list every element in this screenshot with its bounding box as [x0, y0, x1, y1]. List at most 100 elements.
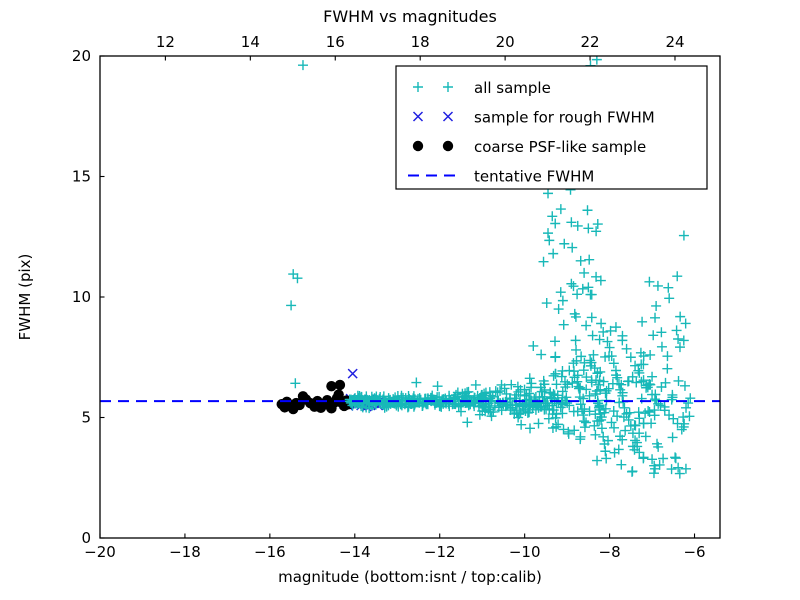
plus-icon — [571, 344, 582, 355]
plus-icon — [593, 379, 604, 390]
plus-icon — [678, 335, 689, 346]
plus-icon — [674, 342, 685, 353]
plus-icon — [578, 410, 589, 421]
plus-icon — [680, 463, 691, 474]
plus-icon — [616, 459, 627, 470]
plus-icon — [556, 397, 567, 408]
plus-icon — [602, 336, 613, 347]
plus-icon — [635, 347, 646, 358]
plus-icon — [631, 377, 642, 388]
x-top-tick-label: 24 — [665, 33, 684, 51]
legend-entry[interactable]: all sample — [413, 79, 551, 97]
plus-icon — [683, 398, 694, 409]
plus-icon — [555, 204, 566, 215]
plus-icon — [586, 289, 597, 300]
plus-icon — [621, 343, 632, 354]
plus-icon — [512, 381, 523, 392]
plus-icon — [455, 406, 466, 417]
plus-icon — [566, 217, 577, 228]
plus-icon — [624, 407, 635, 418]
plus-icon — [581, 320, 592, 331]
plus-icon — [379, 402, 390, 413]
plus-icon — [588, 349, 599, 360]
plus-icon — [569, 425, 580, 436]
plus-icon — [561, 392, 572, 403]
plus-icon — [559, 238, 570, 249]
plus-icon — [562, 379, 573, 390]
legend[interactable]: all sample sample for rough FWHM coarse PS… — [395, 65, 708, 190]
plus-icon — [361, 394, 372, 405]
plus-icon — [601, 385, 612, 396]
plus-icon — [346, 394, 357, 405]
plus-icon — [656, 381, 667, 392]
plus-icon — [555, 287, 566, 298]
x-tick-label: −6 — [683, 543, 705, 561]
plus-icon — [499, 383, 510, 394]
plus-icon — [658, 453, 669, 464]
plus-icon — [551, 379, 562, 390]
plus-icon — [594, 415, 605, 426]
plus-icon — [516, 419, 527, 430]
plus-icon — [568, 366, 579, 377]
x-tick-label: −20 — [84, 543, 116, 561]
plus-icon — [605, 325, 616, 336]
plus-icon — [663, 282, 674, 293]
legend-label: all sample — [474, 79, 551, 97]
plus-icon — [608, 406, 619, 417]
plus-icon — [357, 402, 368, 413]
legend-label: coarse PSF-like sample — [474, 138, 646, 156]
plus-icon — [286, 300, 297, 311]
plus-icon — [673, 334, 684, 345]
plus-icon — [573, 381, 584, 392]
plus-icon — [579, 422, 590, 433]
circle-icon — [442, 140, 454, 152]
plus-icon — [668, 413, 679, 424]
plus-icon — [548, 248, 559, 259]
legend-entry[interactable]: sample for rough FWHM — [412, 109, 655, 127]
plus-icon — [636, 376, 647, 387]
plus-icon — [493, 402, 504, 413]
plus-icon — [553, 419, 564, 430]
plus-icon — [411, 377, 422, 388]
plus-icon — [469, 392, 480, 403]
plus-icon — [685, 393, 696, 404]
plus-icon — [525, 423, 536, 434]
x-tick-label: −14 — [339, 543, 371, 561]
plus-icon — [581, 372, 592, 383]
plus-icon — [679, 418, 690, 429]
plus-icon — [638, 375, 649, 386]
plus-icon — [670, 452, 681, 463]
plus-icon — [611, 370, 622, 381]
plus-icon — [485, 407, 496, 418]
plus-icon — [653, 441, 664, 452]
plus-icon — [618, 412, 629, 423]
plus-icon — [675, 311, 686, 322]
plus-icon — [413, 82, 423, 92]
plus-icon — [536, 386, 547, 397]
plus-icon — [603, 435, 614, 446]
plus-icon — [583, 282, 594, 293]
plus-icon — [579, 267, 590, 278]
plus-icon — [608, 358, 619, 369]
plus-icon — [533, 418, 544, 429]
plus-icon — [572, 289, 583, 300]
plus-icon — [600, 351, 611, 362]
plus-icon — [564, 400, 575, 411]
legend-entry[interactable]: tentative FWHM — [408, 168, 594, 186]
plus-icon — [598, 326, 609, 337]
legend-entry[interactable]: coarse PSF-like sample — [412, 138, 646, 156]
plus-icon — [487, 391, 498, 402]
y-tick-label: 15 — [72, 168, 91, 186]
plus-icon — [590, 409, 601, 420]
plus-icon — [651, 300, 662, 311]
plus-icon — [584, 390, 595, 401]
plus-icon — [538, 256, 549, 267]
plus-icon — [638, 453, 649, 464]
plus-icon — [650, 312, 661, 323]
x-top-tick-label: 20 — [496, 33, 515, 51]
plus-icon — [633, 365, 644, 376]
plus-icon — [667, 432, 678, 443]
plus-icon — [578, 365, 589, 376]
y-tick-label: 20 — [72, 47, 91, 65]
